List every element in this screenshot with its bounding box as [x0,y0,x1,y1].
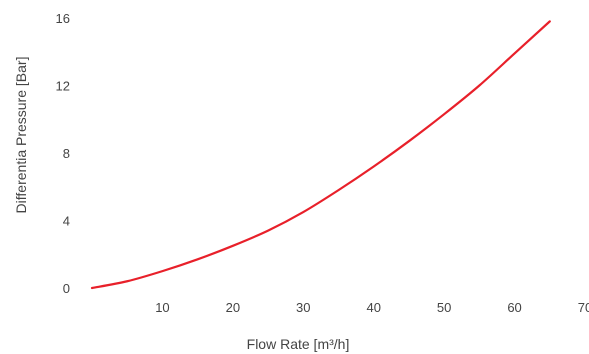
x-tick-label: 20 [226,300,240,315]
x-axis-ticks: 10 20 30 40 50 60 70 [155,300,589,315]
x-tick-label: 60 [507,300,521,315]
y-axis-label: Differentia Pressure [Bar] [13,57,29,214]
x-tick-label: 10 [155,300,169,315]
x-tick-label: 70 [578,300,589,315]
y-tick-label: 8 [63,146,70,161]
y-tick-label: 12 [56,79,70,94]
x-axis-label: Flow Rate [m³/h] [247,336,350,352]
x-tick-label: 40 [366,300,380,315]
y-tick-label: 0 [63,281,70,296]
pressure-curve-line [90,20,551,290]
y-axis-ticks: 0 4 8 12 16 [56,11,70,296]
y-tick-label: 4 [63,214,70,229]
y-tick-label: 16 [56,11,70,26]
x-tick-label: 30 [296,300,310,315]
x-tick-label: 50 [437,300,451,315]
series-layer [90,20,551,290]
